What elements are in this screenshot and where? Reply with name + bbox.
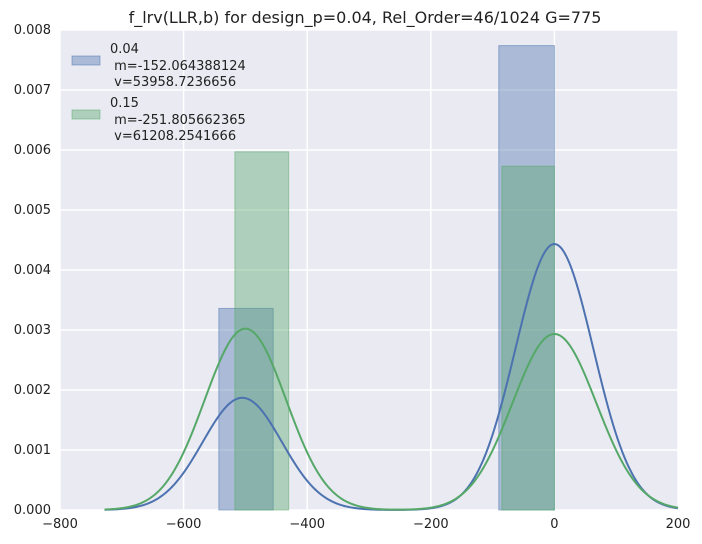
y-tick-label: 0.000 [14,503,51,518]
y-tick-label: 0.001 [14,443,51,458]
x-tick-label: 0 [550,517,558,532]
legend-swatch [71,55,101,66]
y-tick-label: 0.005 [14,203,51,218]
curves [104,243,679,511]
histogram-bar [218,307,274,511]
histogram-bar [234,151,290,511]
grid [59,29,679,511]
legend-label: v=61208.2541666 [110,129,236,144]
x-tick-label: −600 [166,517,202,532]
y-tick-label: 0.007 [14,83,51,98]
legend-label: m=-251.805662365 [110,113,246,128]
legend-label: 0.15 [110,96,139,111]
legend: 0.04 m=-152.064388124 v=53958.7236656 0.1… [71,42,246,144]
x-tick-label: −200 [413,517,449,532]
kde-curve [104,327,679,511]
x-axis-ticks: −800 −600 −400 −200 0 200 [42,517,690,532]
legend-label: 0.04 [110,42,139,57]
y-tick-label: 0.004 [14,263,51,278]
legend-label: v=53958.7236656 [110,75,236,90]
y-tick-label: 0.002 [14,383,51,398]
chart-title: f_lrv(LLR,b) for design_p=0.04, Rel_Orde… [129,8,602,28]
y-tick-label: 0.006 [14,143,51,158]
y-axis-ticks: 0.000 0.001 0.002 0.003 0.004 0.005 0.006 0.007… [14,23,51,518]
x-tick-label: 200 [666,517,691,532]
legend-swatch [71,109,101,120]
y-tick-label: 0.003 [14,323,51,338]
x-tick-label: −400 [289,517,325,532]
histogram-bar [498,45,555,511]
legend-label: m=-152.064388124 [110,59,246,74]
y-tick-label: 0.008 [14,23,51,38]
x-tick-label: −800 [42,517,78,532]
